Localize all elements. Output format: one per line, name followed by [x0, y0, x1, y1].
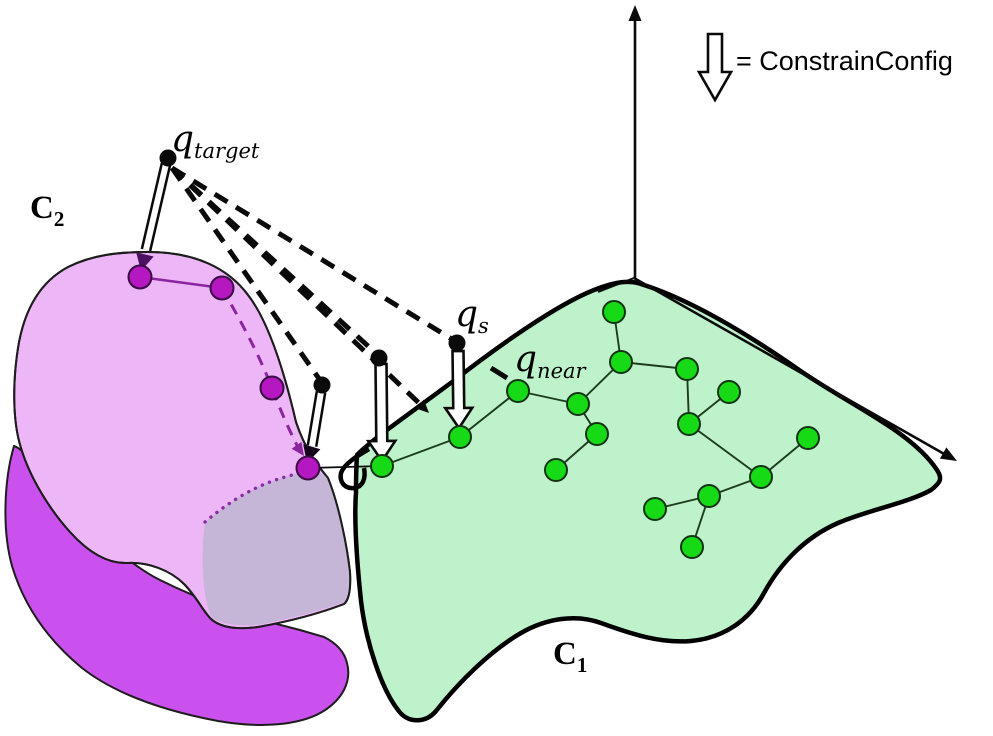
constrain-arrow-qs-icon — [442, 349, 475, 431]
axis-diagonal-arrowhead-icon — [939, 447, 957, 461]
constrain-arrow-legend-icon — [696, 32, 734, 103]
c1-tree-node — [506, 379, 530, 403]
overlap-region — [202, 469, 350, 626]
c2-tree-node — [209, 275, 235, 301]
c2-front-outline — [13, 251, 352, 630]
c1-tree-node — [609, 350, 633, 374]
sample-config-dot — [159, 149, 177, 167]
tree-edge — [459, 390, 519, 438]
sample-config-dot — [370, 349, 388, 367]
thin-arrowhead-icon — [415, 399, 429, 413]
dashed-ray — [170, 165, 457, 344]
c1-tree-node — [677, 412, 701, 436]
dashed-ray — [169, 166, 325, 385]
constrain-arrow-b-icon — [365, 362, 398, 464]
c1-tree-node — [566, 392, 590, 416]
axis-diagonal — [633, 276, 947, 457]
c2-tree-node — [259, 375, 285, 401]
sample-config-dot — [448, 334, 466, 352]
c1-tree-node — [749, 465, 773, 489]
c1-tree-node — [370, 454, 394, 478]
c1-tree-node — [448, 425, 472, 449]
axis-corner-join — [597, 277, 635, 293]
c1-tree-node — [680, 535, 704, 559]
target-to-c2-arrow-core — [143, 163, 169, 251]
c1-tree-node — [697, 484, 721, 508]
tree-edge — [381, 436, 461, 467]
axis-vertical-arrowhead-icon — [628, 5, 642, 21]
c1-tree-node — [717, 380, 741, 404]
c2-tree-node — [295, 455, 321, 481]
c2-chain-edge — [139, 275, 223, 290]
thin-arrowhead-icon — [291, 441, 304, 456]
sample-config-dot — [313, 376, 331, 394]
tree-edge — [688, 423, 762, 478]
dashed-ray — [170, 166, 381, 358]
c1-tree-node — [602, 300, 626, 324]
c2-tree-node — [127, 264, 153, 290]
c1-tree-node — [585, 422, 609, 446]
dot-to-purple-arrow-core — [309, 391, 324, 447]
c1-tree-node — [796, 426, 820, 450]
c1-tree-node — [643, 497, 667, 521]
c1-tree-node — [675, 357, 699, 381]
c1-left-cusp-curl — [338, 447, 371, 491]
dashed-ray-extra — [489, 365, 509, 381]
c1-tree-node — [544, 458, 568, 482]
